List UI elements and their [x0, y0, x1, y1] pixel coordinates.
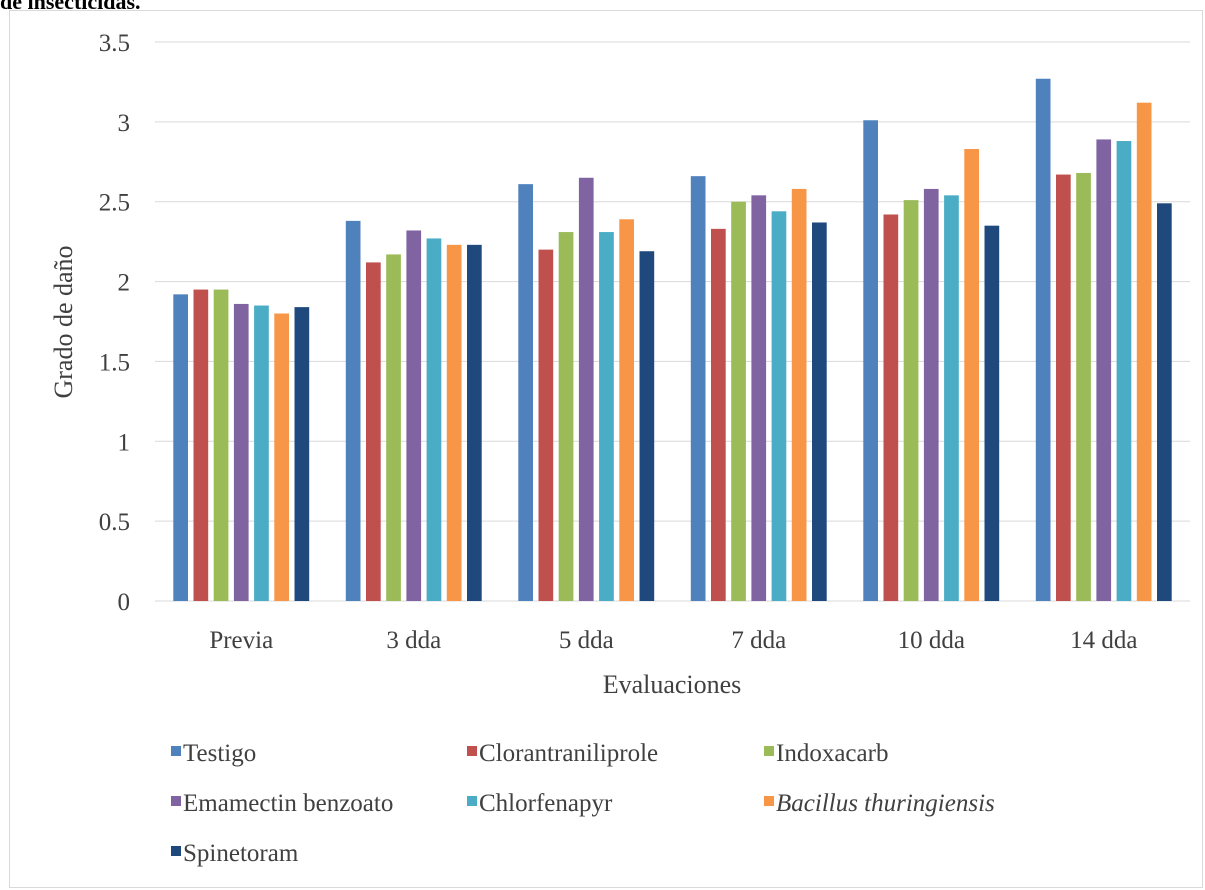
legend-swatch [467, 746, 477, 756]
bar [619, 219, 634, 602]
bar [274, 313, 289, 601]
bar [1136, 102, 1152, 601]
y-tick-label: 1 [118, 429, 131, 456]
legend-item: Emamectin benzoato [171, 790, 393, 817]
bar [213, 289, 229, 601]
legend-item: Testigo [171, 740, 256, 767]
bar [294, 307, 310, 601]
y-tick-label: 3 [118, 110, 131, 137]
x-tick-label: 7 dda [731, 627, 786, 654]
bars [173, 78, 1172, 602]
bar [883, 214, 899, 601]
bar [386, 254, 401, 602]
chart-frame [9, 10, 1203, 888]
bar [711, 228, 726, 601]
bar [791, 188, 807, 602]
bar [1116, 141, 1132, 601]
legend-label: Clorantraniliprole [479, 740, 658, 767]
legend-swatch [171, 746, 181, 756]
x-axis-title: Evaluaciones [603, 670, 742, 699]
legend-label: Indoxacarb [776, 740, 888, 767]
bar [599, 232, 614, 601]
x-tick-labels: Previa 3 dda 5 dda 7 dda 10 dda 14 dda [209, 627, 1137, 654]
bar [558, 232, 574, 601]
legend-label: Bacillus thuringiensis [776, 790, 995, 817]
bar [366, 262, 381, 601]
bar [1096, 139, 1112, 601]
legend-swatch [171, 796, 181, 806]
bar [1035, 78, 1051, 602]
legend-label: Spinetoram [183, 840, 299, 867]
bar [771, 211, 787, 601]
bar [173, 294, 188, 601]
bar [731, 201, 746, 601]
y-tick-label: 1.5 [99, 349, 130, 376]
bar [1076, 172, 1091, 602]
legend-swatch [764, 796, 774, 806]
y-tick-labels: 0 0.5 1 1.5 2 2.5 3 3.5 [99, 30, 130, 616]
bar [903, 200, 919, 602]
x-tick-label: 10 dda [898, 627, 965, 654]
legend: Testigo Clorantraniliprole Indoxacarb Emame… [171, 740, 995, 867]
legend-label: Chlorfenapyr [479, 790, 613, 817]
bar [690, 176, 706, 601]
y-tick-label: 3.5 [99, 30, 130, 57]
bar [233, 303, 249, 601]
legend-swatch [171, 846, 181, 856]
legend-item: Spinetoram [171, 840, 299, 867]
bar [964, 149, 979, 601]
bar [1157, 203, 1172, 601]
bar [1056, 174, 1071, 601]
y-tick-label: 0 [118, 589, 131, 616]
legend-label: Testigo [183, 740, 256, 767]
y-tick-label: 2.5 [99, 190, 130, 217]
x-tick-label: 3 dda [386, 627, 441, 654]
legend-item: Indoxacarb [764, 740, 888, 767]
legend-item: Chlorfenapyr [467, 790, 613, 817]
bar [467, 244, 482, 601]
bar [863, 120, 878, 601]
bar [751, 195, 767, 601]
y-tick-label: 2 [118, 270, 131, 297]
legend-swatch [764, 746, 774, 756]
legend-label: Emamectin benzoato [183, 790, 393, 817]
bar [193, 289, 209, 601]
bar [578, 177, 594, 601]
bar [984, 225, 1000, 601]
legend-item: Bacillus thuringiensis [764, 790, 995, 817]
bar [923, 188, 939, 602]
legend-swatch [467, 796, 477, 806]
bar [944, 195, 959, 601]
y-axis-title: Grado de daño [49, 245, 78, 398]
legend-item: Clorantraniliprole [467, 740, 658, 767]
bar [446, 244, 462, 601]
gridlines [155, 41, 1190, 602]
y-tick-label: 0.5 [99, 509, 130, 536]
bar [345, 220, 361, 601]
bar [639, 251, 655, 601]
bar [254, 305, 269, 601]
bar [812, 222, 827, 601]
x-tick-label: 14 dda [1070, 627, 1137, 654]
x-tick-label: 5 dda [559, 627, 614, 654]
bar [518, 184, 533, 601]
bar [406, 230, 422, 601]
bar [426, 238, 442, 601]
x-tick-label: Previa [209, 627, 273, 654]
bar [538, 249, 554, 601]
